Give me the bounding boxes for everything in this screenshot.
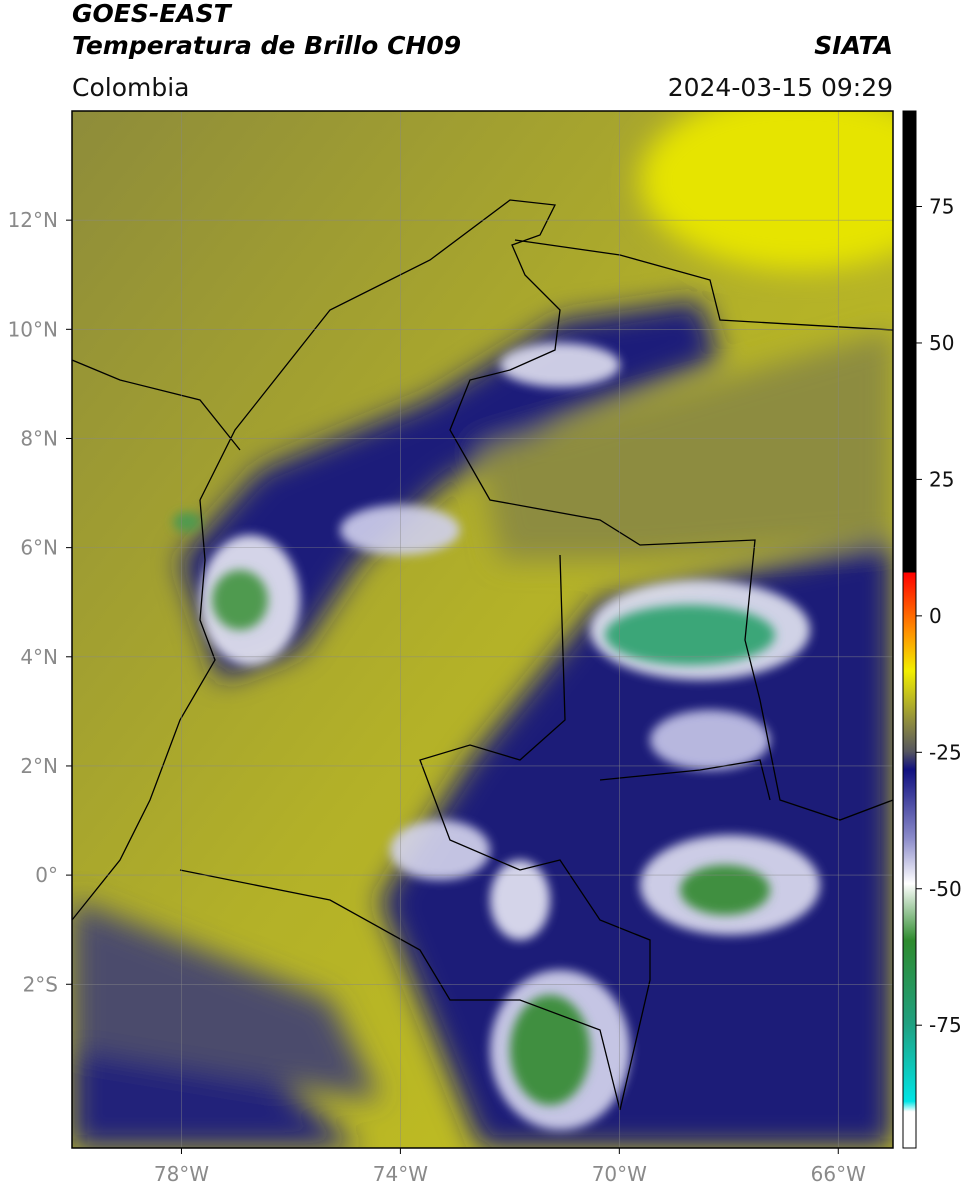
map-frame	[71, 110, 894, 1149]
colorbar-tick-label: 0	[929, 604, 942, 628]
colorbar-tick-label: 75	[929, 195, 954, 219]
subtitle: Temperatura de Brillo CH09	[72, 31, 461, 60]
title: GOES-EAST	[72, 0, 233, 28]
y-tick-label: 4°N	[20, 645, 58, 669]
colorbar-tick-label: 25	[929, 467, 954, 491]
y-tick-label: 2°S	[23, 972, 58, 996]
satellite-image	[72, 111, 893, 1148]
colorbar-tick-label: -75	[929, 1013, 962, 1037]
y-tick-label: 0°	[35, 863, 58, 887]
colorbar	[902, 110, 917, 1149]
region: Colombia	[72, 73, 189, 102]
y-tick-label: 10°N	[8, 317, 58, 341]
y-tick-label: 12°N	[8, 208, 58, 232]
colorbar-tick-label: -25	[929, 740, 962, 764]
y-tick-label: 6°N	[20, 536, 58, 560]
colorbar-tick-label: -50	[929, 877, 962, 901]
datetime: 2024-03-15 09:29	[668, 73, 893, 102]
y-tick-label: 2°N	[20, 754, 58, 778]
source: SIATA	[814, 31, 893, 60]
y-tick-label: 8°N	[20, 426, 58, 450]
colorbar-tick-label: 50	[929, 331, 954, 355]
x-tick-label: 78°W	[154, 1162, 209, 1186]
x-tick-label: 70°W	[592, 1162, 647, 1186]
x-tick-label: 66°W	[811, 1162, 866, 1186]
x-tick-label: 74°W	[373, 1162, 428, 1186]
grid	[72, 111, 893, 1148]
